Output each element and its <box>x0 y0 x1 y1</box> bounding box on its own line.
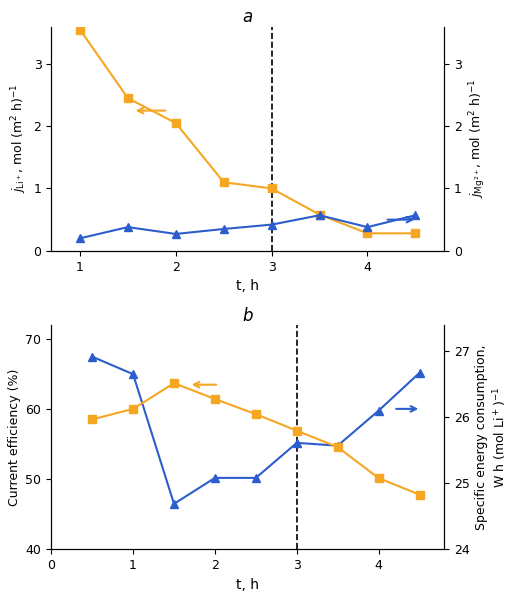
Title: a: a <box>242 8 253 26</box>
X-axis label: t, h: t, h <box>236 279 259 293</box>
Y-axis label: Specific energy consumption,
W h (mol Li$^+$)$^{-1}$: Specific energy consumption, W h (mol Li… <box>475 344 509 530</box>
Title: b: b <box>242 307 253 325</box>
Y-axis label: Current efficiency (%): Current efficiency (%) <box>8 368 21 506</box>
X-axis label: t, h: t, h <box>236 578 259 592</box>
Y-axis label: $j_{\mathrm{Mg}^{2+}}$, mol (m$^2$ h)$^{-1}$: $j_{\mathrm{Mg}^{2+}}$, mol (m$^2$ h)$^{… <box>467 79 488 199</box>
Y-axis label: $j_{\mathrm{Li}^+}$, mol (m$^2$ h)$^{-1}$: $j_{\mathrm{Li}^+}$, mol (m$^2$ h)$^{-1}… <box>10 84 29 193</box>
